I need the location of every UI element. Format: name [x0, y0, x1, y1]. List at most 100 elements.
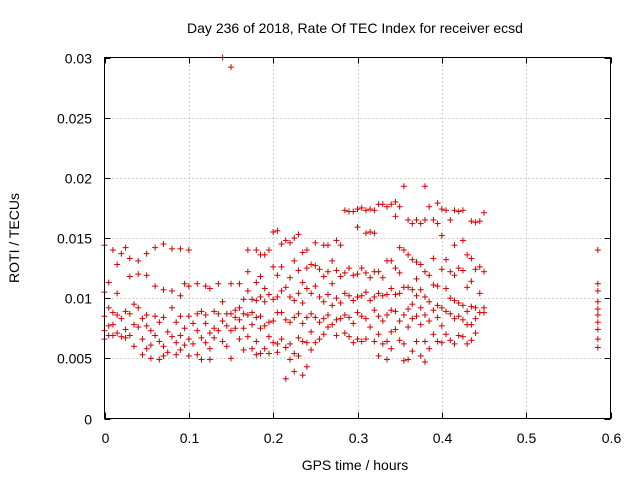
data-point	[303, 339, 310, 346]
data-point	[244, 312, 251, 319]
data-point	[232, 307, 239, 314]
data-point	[253, 247, 260, 254]
data-point	[350, 297, 357, 304]
data-point	[396, 318, 403, 325]
data-point	[476, 263, 483, 270]
data-point	[240, 310, 247, 317]
data-point	[417, 261, 424, 268]
data-point	[198, 334, 205, 341]
data-point	[265, 291, 272, 298]
data-point	[329, 280, 336, 287]
data-point	[409, 348, 416, 355]
data-point	[405, 251, 412, 258]
data-point	[185, 283, 192, 290]
data-point	[358, 313, 365, 320]
data-point	[160, 314, 167, 321]
data-point	[274, 272, 281, 279]
x-axis-label: GPS time / hours	[302, 457, 409, 473]
data-point	[181, 280, 188, 287]
data-point	[337, 299, 344, 306]
data-point	[438, 232, 445, 239]
data-point	[173, 339, 180, 346]
data-point	[249, 296, 256, 303]
data-point	[476, 290, 483, 297]
data-point	[350, 208, 357, 215]
data-point	[202, 320, 209, 327]
data-point	[190, 320, 197, 327]
data-point	[236, 336, 243, 343]
data-point	[215, 310, 222, 317]
data-point	[434, 220, 441, 227]
data-point	[468, 278, 475, 285]
data-point	[287, 356, 294, 363]
data-point	[135, 324, 142, 331]
data-point	[244, 268, 251, 275]
data-point	[392, 265, 399, 272]
data-point	[459, 237, 466, 244]
data-point	[181, 325, 188, 332]
data-point	[194, 310, 201, 317]
data-point	[253, 314, 260, 321]
data-point	[257, 313, 264, 320]
data-point	[362, 315, 369, 322]
data-point	[126, 310, 133, 317]
data-point	[367, 274, 374, 281]
data-point	[384, 356, 391, 363]
data-point	[341, 330, 348, 337]
data-point	[337, 273, 344, 280]
data-point	[274, 227, 281, 234]
data-point	[156, 319, 163, 326]
data-point	[249, 321, 256, 328]
data-point	[194, 351, 201, 358]
x-tick-label: 0.6	[602, 430, 622, 446]
data-point	[354, 309, 361, 316]
data-point	[333, 295, 340, 302]
data-point	[350, 320, 357, 327]
y-tick-label: 0.02	[65, 171, 92, 187]
data-point	[147, 355, 154, 362]
data-point	[278, 309, 285, 316]
data-point	[236, 280, 243, 287]
data-point	[426, 318, 433, 325]
data-point	[303, 363, 310, 370]
data-point	[265, 319, 272, 326]
data-point	[135, 257, 142, 264]
data-point	[333, 332, 340, 339]
data-point	[400, 312, 407, 319]
data-point	[346, 333, 353, 340]
data-point	[400, 183, 407, 190]
data-point	[324, 312, 331, 319]
data-point	[295, 334, 302, 341]
data-point	[282, 344, 289, 351]
x-tick-label: 0.3	[349, 430, 369, 446]
data-point	[265, 333, 272, 340]
grid	[104, 57, 611, 419]
data-point	[316, 266, 323, 273]
data-point	[451, 315, 458, 322]
y-tick-label: 0.03	[65, 51, 92, 67]
data-point	[324, 324, 331, 331]
data-point	[594, 344, 601, 351]
data-point	[392, 198, 399, 205]
data-point	[409, 256, 416, 263]
data-point	[388, 345, 395, 352]
data-point	[168, 245, 175, 252]
data-point	[194, 280, 201, 287]
data-point	[295, 231, 302, 238]
data-point	[168, 333, 175, 340]
data-point	[122, 334, 129, 341]
data-point	[232, 325, 239, 332]
data-point	[472, 304, 479, 311]
data-point	[375, 290, 382, 297]
data-point	[143, 345, 150, 352]
data-point	[464, 284, 471, 291]
data-point	[447, 337, 454, 344]
data-point	[320, 331, 327, 338]
data-point	[413, 338, 420, 345]
data-point	[375, 352, 382, 359]
data-point	[455, 265, 462, 272]
data-point	[594, 287, 601, 294]
data-point	[228, 280, 234, 287]
data-point	[240, 325, 247, 332]
data-point	[316, 319, 323, 326]
